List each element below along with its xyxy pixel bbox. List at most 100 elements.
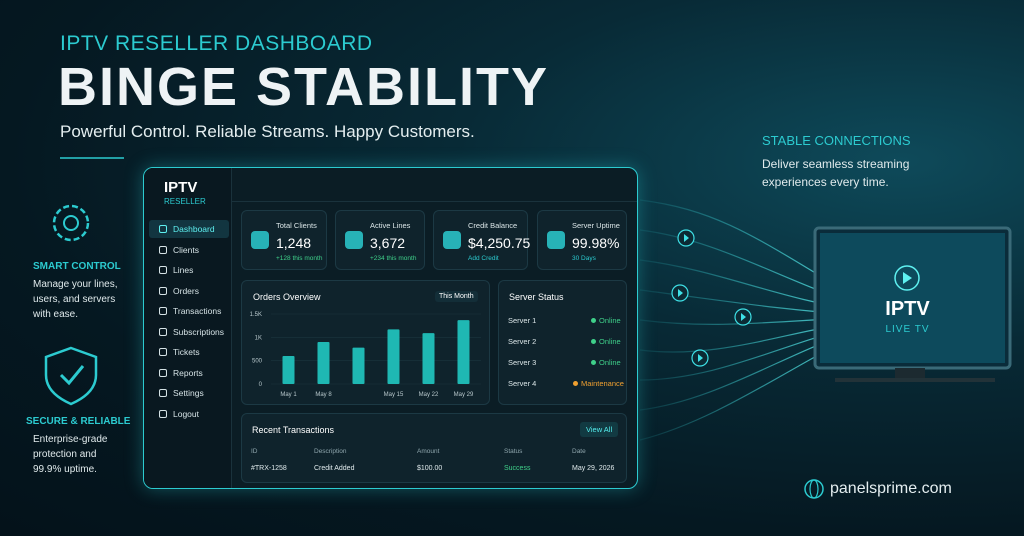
stat-note: 30 Days <box>572 255 596 262</box>
status-dot <box>591 318 596 323</box>
bar <box>282 356 295 384</box>
server-status: Maintenance <box>581 379 624 388</box>
server-name: Server 2 <box>508 337 537 346</box>
cell: $100.00 <box>417 465 443 472</box>
column-header: Amount <box>417 448 440 455</box>
tv-subtitle: LIVE TV <box>885 324 930 335</box>
stat-note: +128 this month <box>276 255 323 262</box>
nav-icon <box>159 266 167 274</box>
nav-label: Dashboard <box>173 224 215 234</box>
server-name: Server 4 <box>508 379 537 388</box>
stat-card: Active Lines 3,672 +234 this month <box>335 210 425 270</box>
nav-icon <box>159 348 167 356</box>
nav-item[interactable]: Clients <box>149 241 229 259</box>
nav-label: Orders <box>173 285 199 296</box>
nav-icon <box>159 389 167 397</box>
stat-label: Credit Balance <box>468 221 518 230</box>
nav-label: Logout <box>173 408 199 419</box>
stat-label: Total Clients <box>276 221 317 230</box>
server-status: Online <box>599 337 621 346</box>
tagline: Powerful Control. Reliable Streams. Happ… <box>60 122 475 141</box>
server-panel: Server Status <box>498 280 627 405</box>
filter-button[interactable]: This Month <box>435 291 478 302</box>
right-text: Deliver seamless streaming experiences e… <box>762 157 910 189</box>
column-header: Description <box>314 448 347 455</box>
nav-item[interactable]: Logout <box>149 405 229 423</box>
nav-item[interactable]: Subscriptions <box>149 323 229 341</box>
x-tick-label: May 22 <box>419 392 439 398</box>
stat-card: Total Clients 1,248 +128 this month <box>241 210 327 270</box>
feature-text: Enterprise-grade protection and 99.9% up… <box>33 434 108 475</box>
orders-title: Orders Overview <box>253 292 321 302</box>
transactions-panel: Recent Transactions View All <box>241 413 627 483</box>
nav-label: Transactions <box>173 306 222 316</box>
nav-icon <box>159 245 167 254</box>
stat-icon <box>443 231 461 249</box>
nav-icon <box>159 225 167 233</box>
nav-label: Tickets <box>173 347 200 357</box>
stat-icon <box>345 231 363 249</box>
stat-note: +234 this month <box>370 255 417 262</box>
server-name: Server 3 <box>508 358 537 367</box>
bar <box>457 320 470 384</box>
server-status: Online <box>599 316 621 325</box>
nav-icon <box>159 307 167 315</box>
nav-item[interactable]: Orders <box>149 282 229 300</box>
stat-value: 99.98% <box>572 235 620 251</box>
status-dot <box>591 360 596 365</box>
x-tick-label: May 1 <box>280 392 297 398</box>
stat-label: Server Uptime <box>572 221 620 230</box>
server-name: Server 1 <box>508 316 537 325</box>
nav-label: Lines <box>173 265 194 275</box>
column-header: ID <box>251 448 258 455</box>
nav-icon <box>159 286 167 295</box>
view-all-button[interactable]: View All <box>580 422 619 437</box>
feature-title: SMART CONTROL <box>33 261 121 272</box>
transactions-title: Recent Transactions <box>252 425 335 435</box>
stat-icon <box>547 231 565 249</box>
stat-icon <box>251 231 269 249</box>
nav-item[interactable]: Settings <box>149 384 229 402</box>
feature-text: Manage your lines, users, and servers wi… <box>33 279 118 320</box>
feature-title: SECURE & RELIABLE <box>26 416 131 427</box>
orders-chart: 0 500 1K 1.5K May 1 May 8 May 15 May 22 May 29 <box>250 312 481 398</box>
nav-label: Clients <box>173 244 199 255</box>
brand-sub: RESELLER <box>164 197 206 206</box>
headline: BINGE STABILITY <box>58 57 550 117</box>
orders-panel: Orders Overview This Month 0 500 1K 1.5K May… <box>241 280 490 405</box>
stat-card: Server Uptime 99.98% 30 Days <box>537 210 627 270</box>
x-tick-label: May 8 <box>315 392 332 398</box>
nav-icon <box>159 409 167 418</box>
nav-item[interactable]: Reports <box>149 364 229 382</box>
nav-item[interactable]: Lines <box>149 261 229 279</box>
eyebrow: IPTV RESELLER DASHBOARD <box>60 32 373 55</box>
nav-item[interactable]: Transactions <box>149 302 229 320</box>
column-header: Status <box>504 448 523 455</box>
status-dot <box>573 381 578 386</box>
nav-label: Settings <box>173 388 204 398</box>
nav-label: Reports <box>173 367 203 378</box>
nav-item[interactable]: Tickets <box>149 343 229 361</box>
bar <box>352 347 365 384</box>
tv-title: IPTV <box>885 298 930 320</box>
cell: #TRX-1258 <box>251 465 287 472</box>
server-title: Server Status <box>509 292 564 302</box>
cell: Success <box>504 465 531 472</box>
status-dot <box>591 339 596 344</box>
column-header: Date <box>572 448 586 455</box>
y-tick-label: 1.5K <box>250 312 262 318</box>
brand: IPTV <box>164 179 198 196</box>
stat-value: 1,248 <box>276 235 312 251</box>
cell: Credit Added <box>314 465 355 472</box>
bar <box>422 333 435 384</box>
stat-note: Add Credit <box>468 255 499 262</box>
website: panelsprime.com <box>830 480 952 497</box>
nav-item[interactable]: Dashboard <box>149 220 229 238</box>
stat-card: Credit Balance $4,250.75 Add Credit <box>433 210 530 270</box>
x-tick-label: May 29 <box>454 392 474 398</box>
stat-label: Active Lines <box>370 221 411 230</box>
nav-icon <box>159 327 167 336</box>
y-tick-label: 1K <box>255 335 262 341</box>
